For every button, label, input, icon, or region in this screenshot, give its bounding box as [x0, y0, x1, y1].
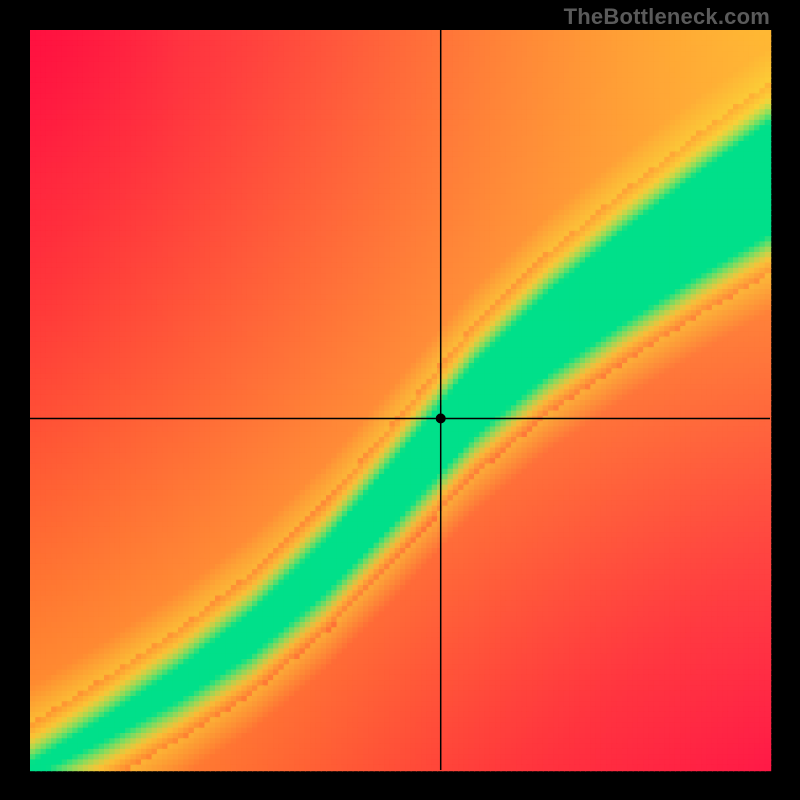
bottleneck-heatmap	[0, 0, 800, 800]
watermark-label: TheBottleneck.com	[564, 4, 770, 30]
chart-container: TheBottleneck.com	[0, 0, 800, 800]
